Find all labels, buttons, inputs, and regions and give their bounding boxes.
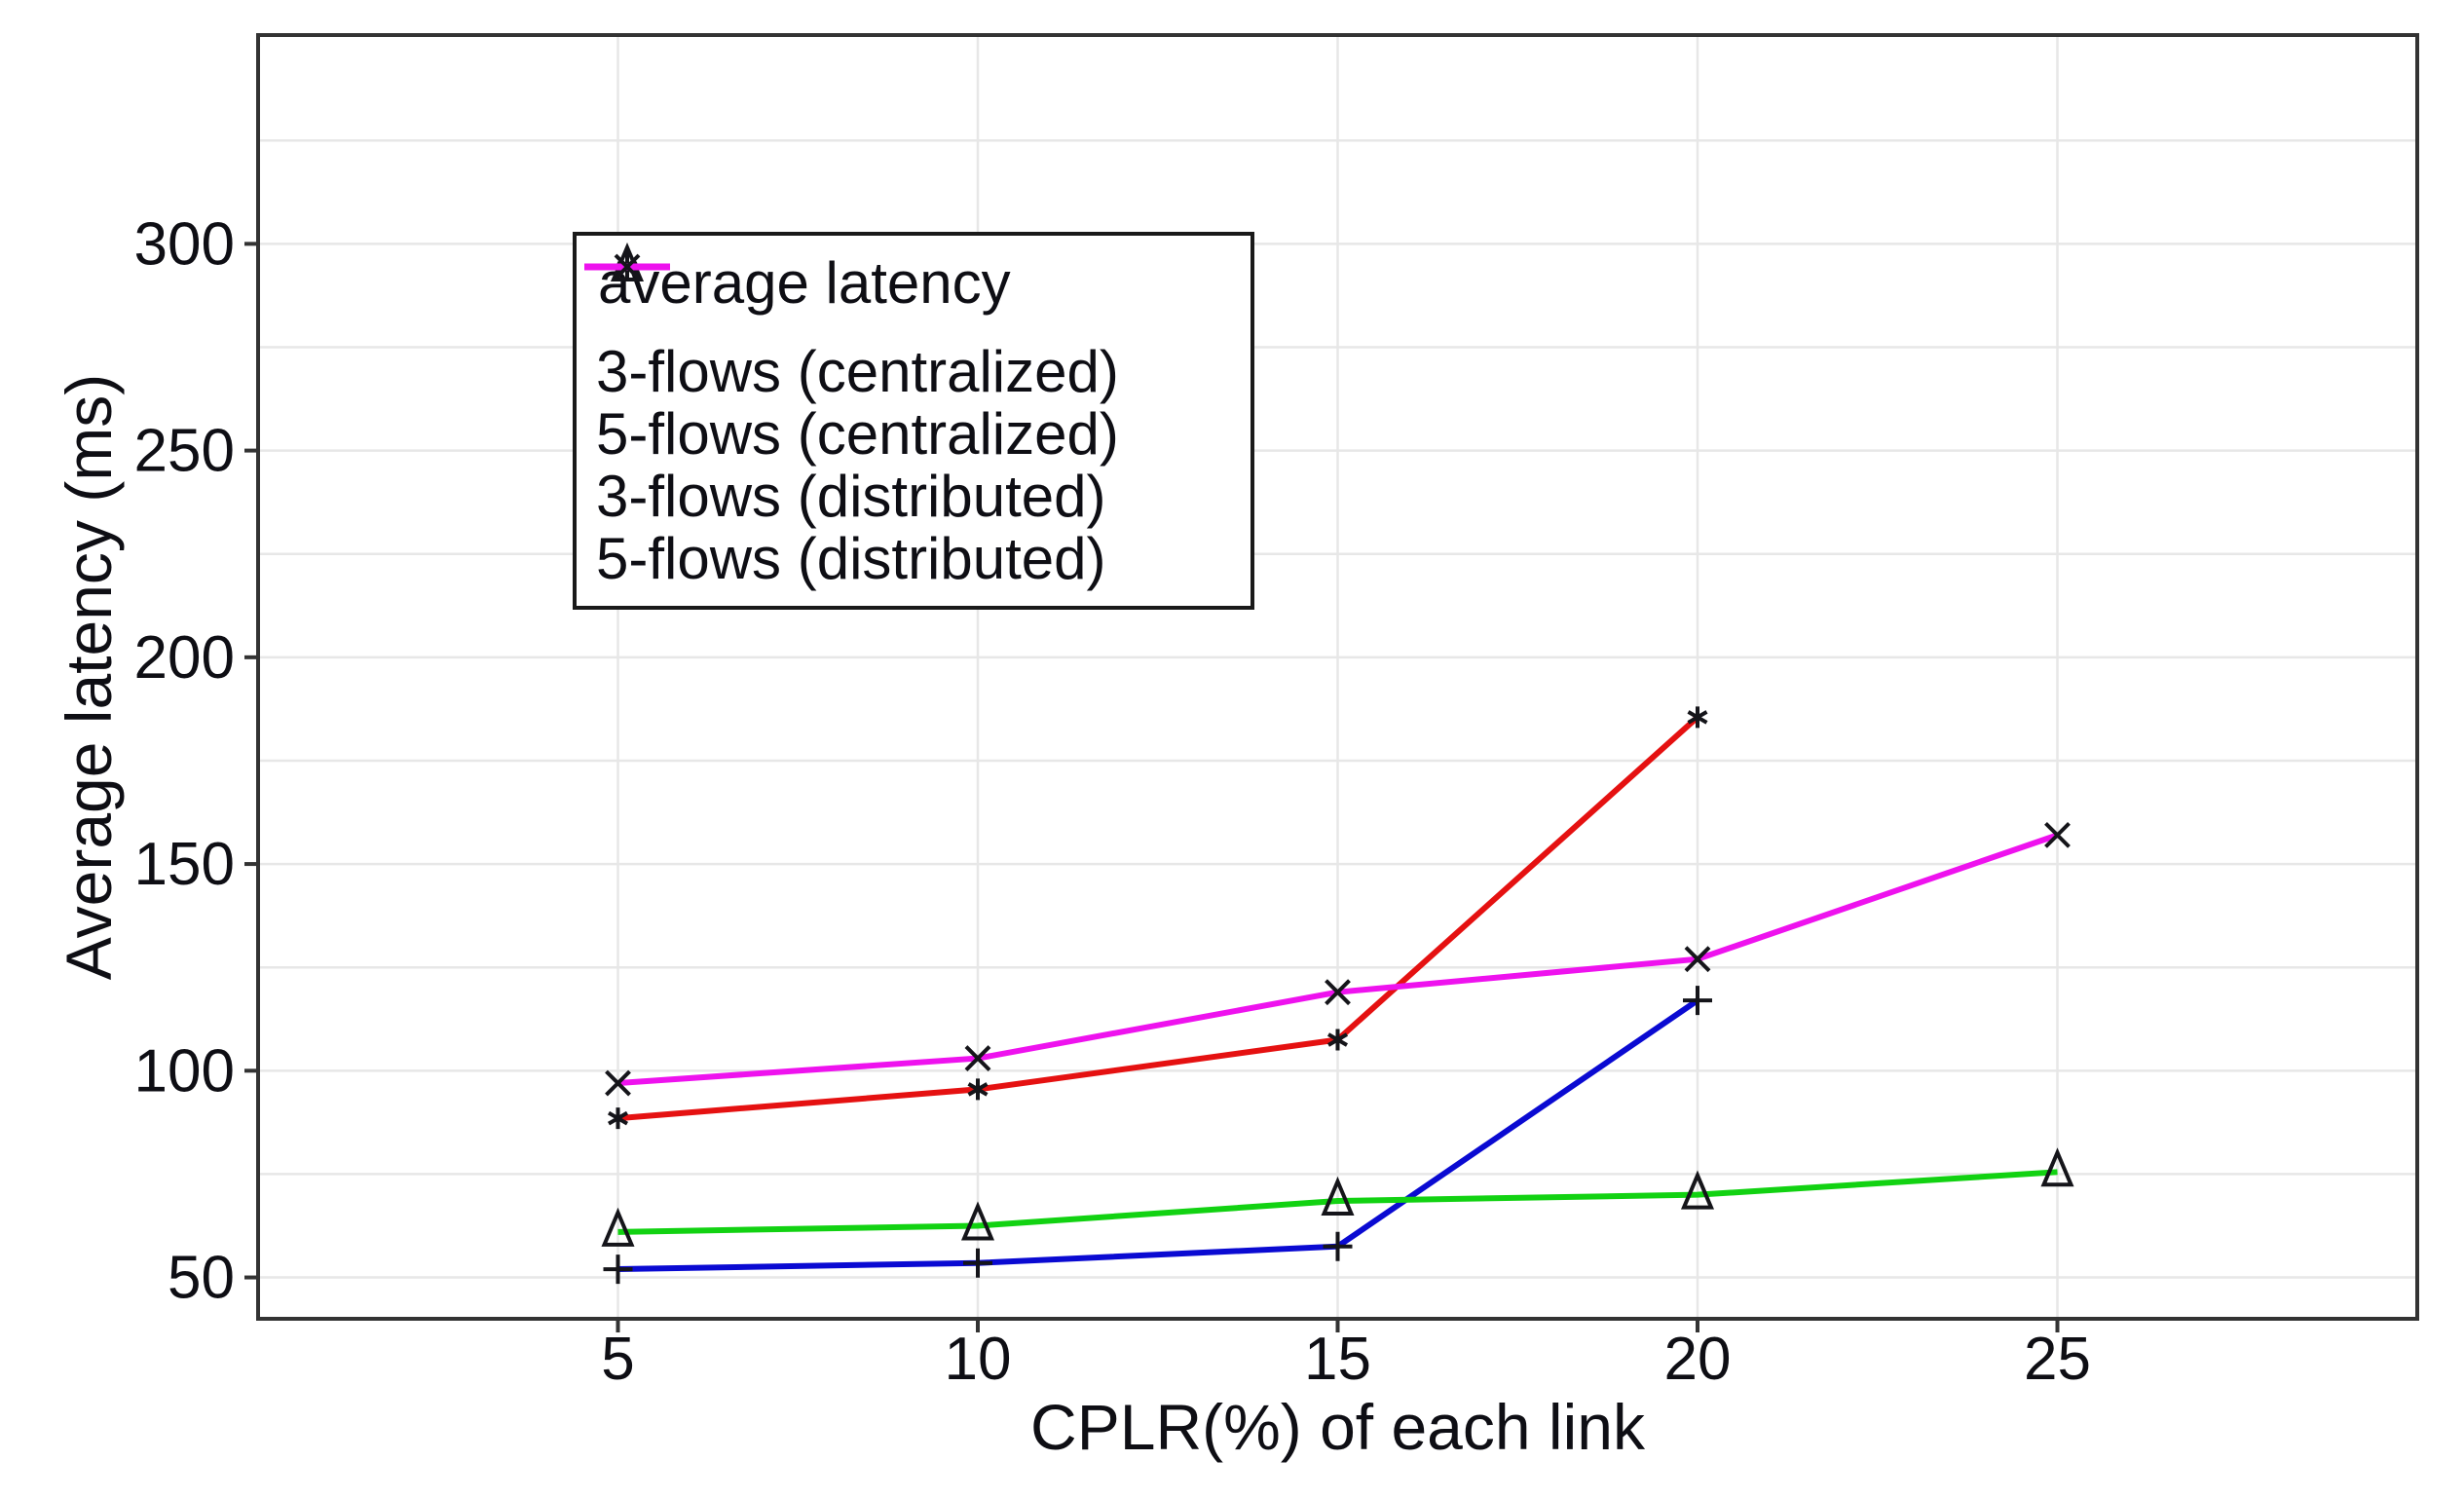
- legend-item-label: 5-flows (distributed): [596, 526, 1106, 591]
- x-tick-label-20: 20: [1664, 1326, 1732, 1393]
- x-tick-label-25: 25: [2024, 1326, 2091, 1393]
- series-line: [617, 1169, 2058, 1235]
- y-tick-label-100: 100: [134, 1037, 235, 1105]
- legend-item-label: 5-flows (centralized): [596, 401, 1119, 467]
- asterisk-markers: [607, 706, 1708, 1130]
- axes: 5 10 15 20 25 50 100 150 200 250 300: [134, 210, 2091, 1393]
- legend-item-label: 3-flows (distributed): [596, 464, 1106, 529]
- legend-item-label: 3-flows (centralized): [596, 339, 1119, 404]
- legend-item-3-flows-centralized-: 3-flows (centralized): [577, 252, 1251, 404]
- y-tick-label-300: 300: [134, 210, 235, 278]
- series-line: [617, 997, 1699, 1273]
- gridlines: [258, 35, 2417, 1319]
- x-tick-label-10: 10: [945, 1326, 1012, 1393]
- legend-box: average latency 3-flows (centralized) 5-f…: [573, 232, 1254, 610]
- legend-title: average latency: [598, 250, 1011, 316]
- y-axis-title: Average latency (ms): [53, 373, 125, 981]
- y-tick-label-50: 50: [168, 1245, 235, 1312]
- series-3-flows-centralized-: [603, 986, 1712, 1285]
- series-3-flows-distributed-: [601, 1147, 2074, 1247]
- legend-item-5-flows-distributed-: 5-flows (distributed): [577, 253, 1251, 591]
- series-line: [617, 715, 1700, 1122]
- series-5-flows-centralized-: [607, 706, 1708, 1130]
- y-tick-label-150: 150: [134, 831, 235, 898]
- legend-item-3-flows-distributed-: 3-flows (distributed): [577, 242, 1251, 529]
- triangle-markers: [601, 1147, 2074, 1247]
- y-tick-label-250: 250: [134, 418, 235, 485]
- x-tick-label-5: 5: [601, 1326, 634, 1393]
- series-5-flows-distributed-: [605, 821, 2071, 1097]
- y-tick-label-200: 200: [134, 624, 235, 692]
- plus-markers: [603, 986, 1712, 1285]
- x-tick-label-15: 15: [1304, 1326, 1371, 1393]
- cross-markers: [605, 821, 2071, 1097]
- legend-item-5-flows-centralized-: 5-flows (centralized): [577, 256, 1251, 467]
- cross-legend-icon: [584, 253, 670, 281]
- x-axis-title: CPLR(%) of each link: [1030, 1391, 1645, 1463]
